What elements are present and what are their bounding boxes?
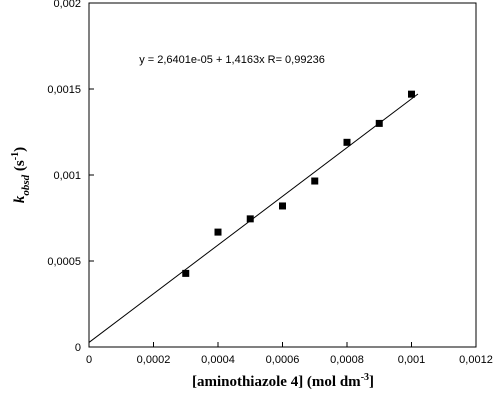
y-tick-label: 0,0005	[47, 256, 81, 268]
x-tick-label: 0,001	[398, 354, 426, 366]
data-point	[311, 177, 319, 185]
data-point	[182, 269, 190, 277]
y-label-sub: obsd	[20, 174, 32, 195]
x-tick-label: 0,0004	[201, 354, 235, 366]
x-tick-label: 0,0002	[137, 354, 171, 366]
y-label-symbol: k	[12, 195, 28, 203]
x-tick-label: 0,0012	[459, 354, 493, 366]
x-tick-label: 0,0008	[330, 354, 364, 366]
data-point	[214, 228, 222, 236]
y-label-close: )	[12, 147, 28, 152]
y-label-unit: (s	[12, 160, 28, 175]
y-label-exp: -1	[10, 152, 21, 160]
data-point	[343, 138, 351, 146]
x-tick-label: 0	[86, 354, 92, 366]
x-label-close: ]	[369, 374, 374, 390]
x-label-exp: -3	[361, 372, 369, 383]
y-tick-label: 0,0015	[47, 84, 81, 96]
data-point	[279, 202, 286, 210]
y-tick-label: 0	[75, 342, 81, 354]
x-label-text: [aminothiazole 4] (mol dm	[192, 374, 361, 390]
data-point	[375, 119, 383, 127]
fit-annotation: y = 2,6401e-05 + 1,4163x R= 0,99236	[139, 54, 325, 66]
x-axis-label: [aminothiazole 4] (mol dm-3]	[192, 372, 374, 390]
data-point	[246, 215, 254, 223]
y-tick-label: 0,002	[53, 0, 81, 10]
y-axis-label: kobsd (s-1)	[10, 147, 32, 203]
x-tick-label: 0,0006	[266, 354, 300, 366]
data-point	[408, 90, 415, 98]
y-tick-label: 0,001	[53, 170, 81, 182]
